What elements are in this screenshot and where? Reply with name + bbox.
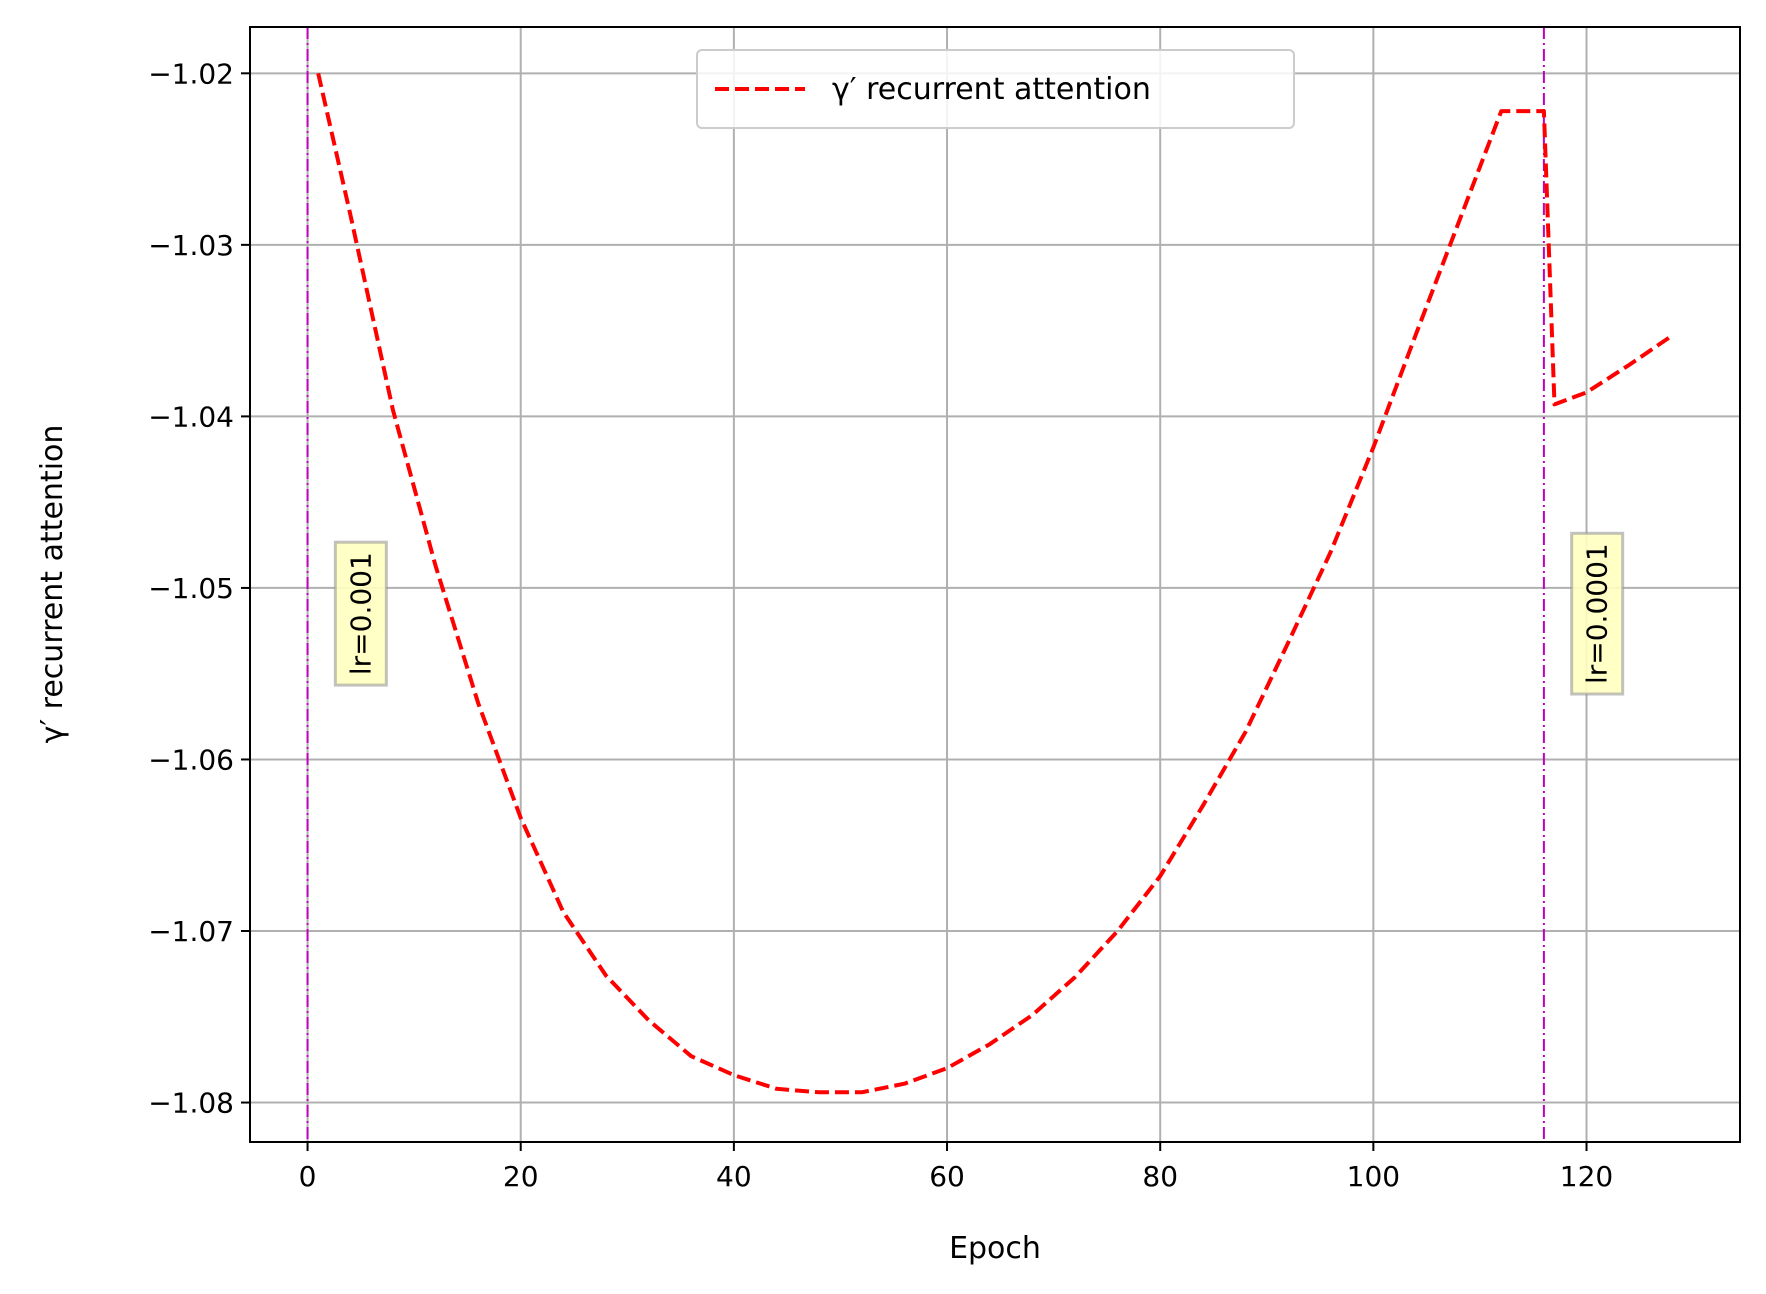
- x-tick-label: 120: [1560, 1160, 1613, 1193]
- legend-box: [696, 49, 1295, 129]
- legend: γ′ recurrent attention: [696, 49, 1295, 129]
- lr-annotations: lr=0.001 lr=0.0001: [333, 531, 1625, 696]
- y-tick-label: −1.04: [148, 400, 234, 433]
- axis-ticks: 0 20 40 60 80 100 120 −1.02 −1.03 −1.04 −1.05 −1.06…: [148, 57, 1613, 1193]
- x-tick-label: 80: [1142, 1160, 1178, 1193]
- x-tick-label: 0: [299, 1160, 317, 1193]
- series-line: [316, 72, 1673, 1095]
- lr-annotation-label: lr=0.0001: [1581, 543, 1614, 684]
- y-tick-label: −1.02: [148, 57, 234, 90]
- series-layer: [316, 72, 1673, 1095]
- x-tick-label: 100: [1347, 1160, 1400, 1193]
- y-tick-label: −1.07: [148, 915, 234, 948]
- lr-annotation: lr=0.001: [333, 540, 388, 687]
- y-tick-label: −1.06: [148, 743, 234, 776]
- x-tick-label: 60: [929, 1160, 965, 1193]
- grid: [250, 27, 1740, 1142]
- y-axis-label: γ′ recurrent attention: [35, 425, 70, 744]
- y-tick-label: −1.08: [148, 1087, 234, 1120]
- lr-annotation-box: [333, 540, 388, 687]
- x-tick-label: 20: [503, 1160, 539, 1193]
- y-tick-label: −1.03: [148, 229, 234, 262]
- lr-vlines: [306, 27, 1545, 1142]
- plot-frame: [249, 26, 1741, 1143]
- legend-entry-label: γ′ recurrent attention: [832, 72, 1151, 107]
- x-tick-label: 40: [716, 1160, 752, 1193]
- lr-annotation-label: lr=0.001: [344, 552, 377, 675]
- lr-annotation-box: [1570, 531, 1625, 696]
- x-axis-label: Epoch: [949, 1231, 1041, 1266]
- lr-annotation: lr=0.0001: [1570, 531, 1625, 696]
- y-tick-label: −1.05: [148, 572, 234, 605]
